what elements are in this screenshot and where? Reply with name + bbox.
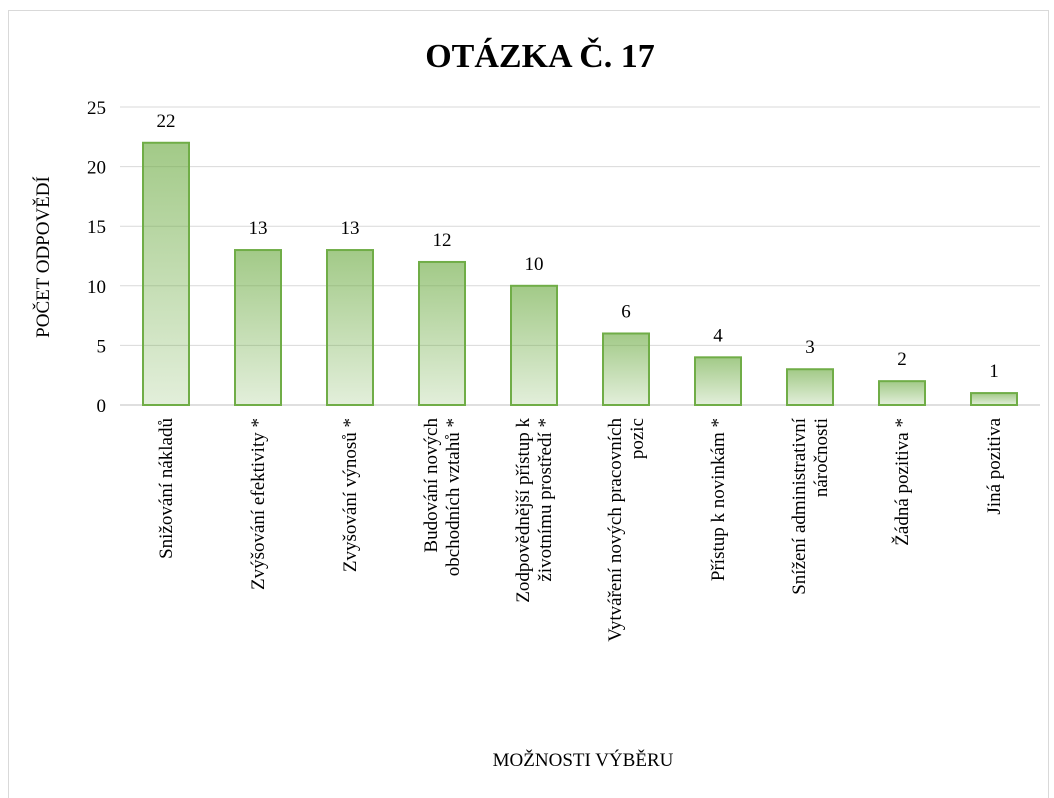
y-tick-label: 15 (87, 217, 106, 238)
data-label: 4 (713, 325, 723, 346)
x-axis-label: MOŽNOSTI VÝBĚRU (493, 749, 674, 771)
data-label: 3 (805, 337, 815, 358)
bar (234, 249, 282, 406)
x-tick-label: Zvýšování efektivity * (248, 418, 269, 590)
bar (602, 332, 650, 407)
data-label: 22 (157, 111, 176, 132)
x-tick-label: Zvyšování výnosů * (340, 418, 361, 572)
x-tick-label: Snížení administrativnínáročnosti (789, 417, 832, 595)
y-tick-label: 5 (97, 336, 107, 357)
bar (142, 141, 190, 406)
y-tick-label: 0 (97, 396, 107, 417)
bar (694, 356, 742, 407)
data-label: 13 (341, 218, 360, 239)
bar (878, 380, 926, 407)
data-label: 13 (249, 218, 268, 239)
bar (510, 284, 558, 406)
bar (326, 249, 374, 406)
data-label: 12 (433, 230, 452, 251)
bar (418, 260, 466, 406)
x-tick-label: Přístup k novinkám * (708, 418, 729, 581)
chart-title: OTÁZKA Č. 17 (425, 37, 655, 75)
y-tick-label: 10 (87, 277, 106, 298)
x-tick-label: Jiná pozitiva (984, 417, 1005, 514)
data-label: 1 (989, 361, 999, 382)
data-label: 2 (897, 349, 907, 370)
x-tick-label: Budování novýchobchodních vztahů * (421, 418, 464, 577)
y-tick-label: 20 (87, 158, 106, 179)
data-label: 6 (621, 301, 631, 322)
y-tick-label: 25 (87, 98, 106, 119)
bar (786, 368, 834, 406)
x-tick-label: Snižování nákladů (156, 418, 177, 559)
data-label: 10 (525, 254, 544, 275)
x-tick-label: Žádná pozitiva * (891, 418, 913, 546)
x-tick-label: Vytváření nových pracovníchpozic (605, 418, 648, 642)
x-tick-label: Zodpovědnější přístup kživotnímu prostře… (513, 418, 556, 603)
y-axis-label: POČET ODPOVĚDÍ (32, 176, 54, 338)
bar (970, 392, 1018, 406)
